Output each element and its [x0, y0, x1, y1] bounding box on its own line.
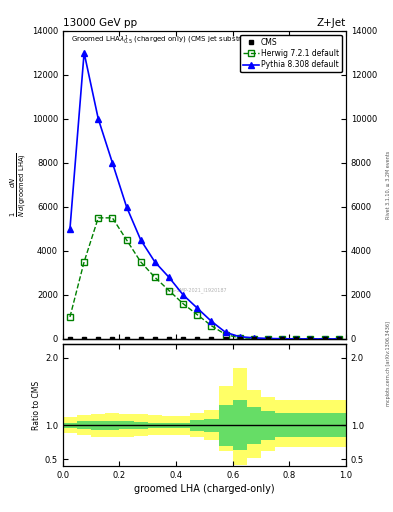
Pythia 8.308 default — [68, 226, 72, 232]
CMS — [252, 336, 256, 342]
Text: 13000 GeV pp: 13000 GeV pp — [63, 18, 137, 28]
Line: Herwig 7.2.1 default: Herwig 7.2.1 default — [67, 215, 342, 342]
CMS — [152, 336, 157, 342]
Herwig 7.2.1 default — [167, 287, 171, 293]
Text: Groomed LHA$\lambda^{1}_{0.5}$ (charged only) (CMS jet substructure): Groomed LHA$\lambda^{1}_{0.5}$ (charged … — [72, 34, 268, 47]
Text: CMS-SMP-2021_I1920187: CMS-SMP-2021_I1920187 — [165, 287, 227, 293]
Pythia 8.308 default — [152, 259, 157, 265]
Herwig 7.2.1 default — [110, 215, 115, 221]
Herwig 7.2.1 default — [223, 331, 228, 337]
Herwig 7.2.1 default — [237, 335, 242, 341]
Pythia 8.308 default — [266, 335, 270, 342]
CMS — [181, 336, 185, 342]
Line: Pythia 8.308 default: Pythia 8.308 default — [67, 50, 342, 342]
CMS — [308, 336, 313, 342]
CMS — [138, 336, 143, 342]
Pythia 8.308 default — [209, 318, 214, 325]
Pythia 8.308 default — [308, 336, 313, 342]
Herwig 7.2.1 default — [138, 259, 143, 265]
Herwig 7.2.1 default — [209, 323, 214, 329]
CMS — [124, 336, 129, 342]
Pythia 8.308 default — [237, 334, 242, 340]
Pythia 8.308 default — [223, 329, 228, 335]
X-axis label: groomed LHA (charged-only): groomed LHA (charged-only) — [134, 484, 275, 494]
CMS — [322, 336, 327, 342]
Legend: CMS, Herwig 7.2.1 default, Pythia 8.308 default: CMS, Herwig 7.2.1 default, Pythia 8.308 … — [240, 34, 342, 72]
Pythia 8.308 default — [167, 274, 171, 281]
Pythia 8.308 default — [138, 237, 143, 243]
CMS — [266, 336, 270, 342]
CMS — [336, 336, 341, 342]
CMS — [68, 336, 72, 342]
Text: Rivet 3.1.10, ≥ 3.2M events: Rivet 3.1.10, ≥ 3.2M events — [386, 151, 391, 219]
Y-axis label: Ratio to CMS: Ratio to CMS — [32, 380, 41, 430]
Pythia 8.308 default — [294, 336, 299, 342]
CMS — [280, 336, 285, 342]
Herwig 7.2.1 default — [308, 336, 313, 342]
Herwig 7.2.1 default — [336, 336, 341, 342]
Pythia 8.308 default — [110, 160, 115, 166]
CMS — [110, 336, 115, 342]
Herwig 7.2.1 default — [252, 335, 256, 342]
CMS — [209, 336, 214, 342]
Herwig 7.2.1 default — [181, 301, 185, 307]
Herwig 7.2.1 default — [266, 336, 270, 342]
Herwig 7.2.1 default — [82, 259, 86, 265]
Pythia 8.308 default — [124, 204, 129, 210]
Herwig 7.2.1 default — [322, 336, 327, 342]
Pythia 8.308 default — [280, 336, 285, 342]
CMS — [223, 336, 228, 342]
CMS — [294, 336, 299, 342]
Pythia 8.308 default — [96, 116, 101, 122]
Herwig 7.2.1 default — [152, 274, 157, 281]
Pythia 8.308 default — [322, 336, 327, 342]
Pythia 8.308 default — [336, 336, 341, 342]
CMS — [82, 336, 86, 342]
Herwig 7.2.1 default — [195, 312, 200, 318]
Y-axis label: $\frac{1}{N}\frac{dN}{d(\mathrm{groomed\ LHA})}$: $\frac{1}{N}\frac{dN}{d(\mathrm{groomed\… — [8, 153, 28, 217]
Pythia 8.308 default — [82, 50, 86, 56]
Line: CMS: CMS — [68, 337, 341, 341]
Herwig 7.2.1 default — [280, 336, 285, 342]
CMS — [167, 336, 171, 342]
CMS — [237, 336, 242, 342]
Pythia 8.308 default — [195, 305, 200, 311]
Text: mcplots.cern.ch [arXiv:1306.3436]: mcplots.cern.ch [arXiv:1306.3436] — [386, 322, 391, 407]
Herwig 7.2.1 default — [96, 215, 101, 221]
Herwig 7.2.1 default — [294, 336, 299, 342]
Herwig 7.2.1 default — [124, 237, 129, 243]
Text: Z+Jet: Z+Jet — [317, 18, 346, 28]
Herwig 7.2.1 default — [68, 314, 72, 320]
Pythia 8.308 default — [252, 335, 256, 341]
CMS — [96, 336, 101, 342]
Pythia 8.308 default — [181, 292, 185, 298]
CMS — [195, 336, 200, 342]
